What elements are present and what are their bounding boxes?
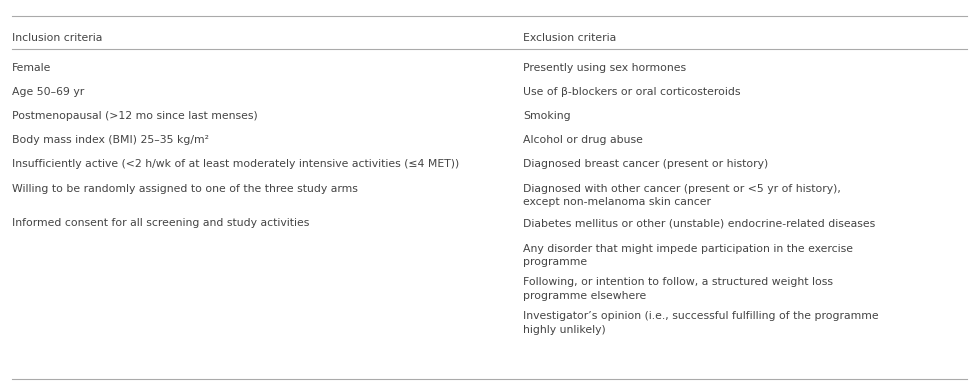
Text: Following, or intention to follow, a structured weight loss
programme elsewhere: Following, or intention to follow, a str…: [522, 277, 832, 301]
Text: Insufficiently active (<2 h/wk of at least moderately intensive activities (≤4 M: Insufficiently active (<2 h/wk of at lea…: [12, 159, 459, 170]
Text: Body mass index (BMI) 25–35 kg/m²: Body mass index (BMI) 25–35 kg/m²: [12, 135, 208, 146]
Text: Presently using sex hormones: Presently using sex hormones: [522, 63, 686, 73]
Text: Willing to be randomly assigned to one of the three study arms: Willing to be randomly assigned to one o…: [12, 184, 357, 194]
Text: Informed consent for all screening and study activities: Informed consent for all screening and s…: [12, 218, 309, 228]
Text: Diagnosed with other cancer (present or <5 yr of history),
except non-melanoma s: Diagnosed with other cancer (present or …: [522, 184, 840, 207]
Text: Any disorder that might impede participation in the exercise
programme: Any disorder that might impede participa…: [522, 244, 852, 267]
Text: Age 50–69 yr: Age 50–69 yr: [12, 87, 84, 97]
Text: Investigator’s opinion (i.e., successful fulfilling of the programme
highly unli: Investigator’s opinion (i.e., successful…: [522, 311, 877, 335]
Text: Inclusion criteria: Inclusion criteria: [12, 33, 102, 43]
Text: Smoking: Smoking: [522, 111, 570, 121]
Text: Postmenopausal (>12 mo since last menses): Postmenopausal (>12 mo since last menses…: [12, 111, 257, 121]
Text: Use of β-blockers or oral corticosteroids: Use of β-blockers or oral corticosteroid…: [522, 87, 739, 97]
Text: Alcohol or drug abuse: Alcohol or drug abuse: [522, 135, 642, 146]
Text: Diabetes mellitus or other (unstable) endocrine-related diseases: Diabetes mellitus or other (unstable) en…: [522, 218, 874, 228]
Text: Exclusion criteria: Exclusion criteria: [522, 33, 615, 43]
Text: Diagnosed breast cancer (present or history): Diagnosed breast cancer (present or hist…: [522, 159, 768, 170]
Text: Female: Female: [12, 63, 51, 73]
